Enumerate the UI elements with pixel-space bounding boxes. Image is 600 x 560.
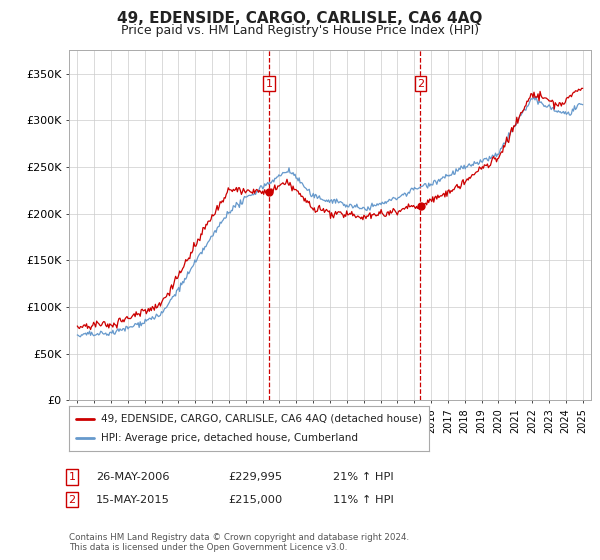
Text: 2: 2 (68, 494, 76, 505)
Text: 49, EDENSIDE, CARGO, CARLISLE, CA6 4AQ: 49, EDENSIDE, CARGO, CARLISLE, CA6 4AQ (118, 11, 482, 26)
Text: 2: 2 (417, 78, 424, 88)
Text: Contains HM Land Registry data © Crown copyright and database right 2024.: Contains HM Land Registry data © Crown c… (69, 533, 409, 542)
Text: 1: 1 (68, 472, 76, 482)
Text: 15-MAY-2015: 15-MAY-2015 (96, 494, 170, 505)
Text: Price paid vs. HM Land Registry's House Price Index (HPI): Price paid vs. HM Land Registry's House … (121, 24, 479, 36)
Text: 49, EDENSIDE, CARGO, CARLISLE, CA6 4AQ (detached house): 49, EDENSIDE, CARGO, CARLISLE, CA6 4AQ (… (101, 413, 422, 423)
Text: 1: 1 (266, 78, 273, 88)
Text: £215,000: £215,000 (228, 494, 282, 505)
Text: This data is licensed under the Open Government Licence v3.0.: This data is licensed under the Open Gov… (69, 543, 347, 552)
Text: £229,995: £229,995 (228, 472, 282, 482)
Text: HPI: Average price, detached house, Cumberland: HPI: Average price, detached house, Cumb… (101, 433, 358, 444)
Text: 21% ↑ HPI: 21% ↑ HPI (333, 472, 394, 482)
Text: 11% ↑ HPI: 11% ↑ HPI (333, 494, 394, 505)
Text: 26-MAY-2006: 26-MAY-2006 (96, 472, 170, 482)
